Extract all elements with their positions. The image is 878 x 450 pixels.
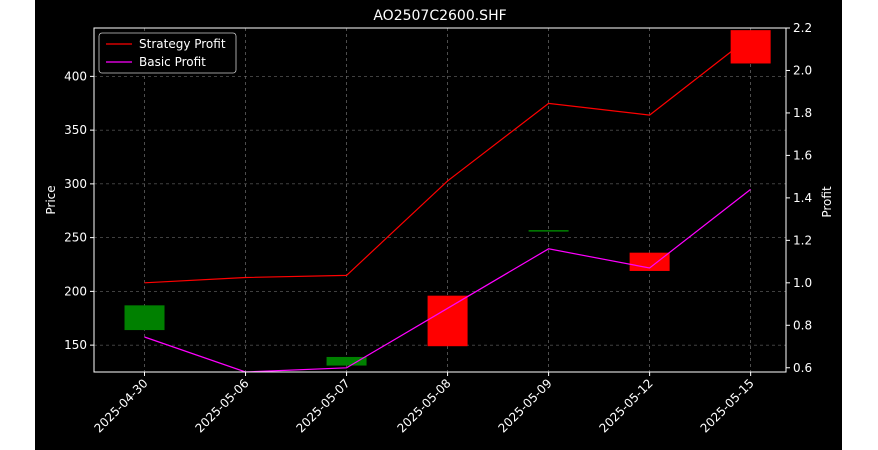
right-tick-label: 0.6 [793, 361, 812, 375]
plot-frame [93, 27, 787, 373]
grid-lines [94, 28, 786, 372]
right-tick-label: 1.8 [793, 106, 812, 120]
legend: Strategy Profit Basic Profit [98, 32, 237, 74]
right-tick-label: 0.8 [793, 318, 812, 332]
legend-label-strategy-profit: Strategy Profit [139, 37, 226, 51]
candle-2025-05-09 [528, 230, 569, 232]
series-line-strategy-profit [144, 36, 751, 284]
right-tick-label: 1.2 [793, 233, 812, 247]
right-tick-label: 2.0 [793, 63, 812, 77]
candle-2025-04-30 [124, 305, 165, 331]
right-axis-label: Profit [820, 186, 834, 218]
candle-2025-05-07 [326, 356, 367, 366]
legend-label-basic-profit: Basic Profit [139, 55, 206, 69]
right-tick-label: 1.6 [793, 148, 812, 162]
left-y-axis: 150 200 250 300 350 400 [64, 69, 94, 352]
right-tick-label: 1.0 [793, 276, 812, 290]
left-tick-label: 250 [64, 231, 87, 245]
left-tick-label: 400 [64, 69, 87, 83]
profit-lines [144, 36, 751, 372]
legend-box [98, 32, 237, 74]
left-tick-label: 350 [64, 123, 87, 137]
right-tick-label: 2.2 [793, 21, 812, 35]
candles [124, 30, 771, 366]
series-line-basic-profit [144, 188, 751, 372]
left-axis-label: Price [44, 185, 58, 214]
right-y-axis: 0.6 0.8 1.0 1.2 1.4 1.6 1.8 2.0 2.2 [786, 21, 812, 375]
left-tick-label: 300 [64, 177, 87, 191]
chart-title: AO2507C2600.SHF [373, 8, 506, 24]
candle-2025-05-08 [427, 295, 468, 347]
left-tick-label: 150 [64, 338, 87, 352]
left-tick-label: 200 [64, 284, 87, 298]
right-tick-label: 1.4 [793, 191, 812, 205]
